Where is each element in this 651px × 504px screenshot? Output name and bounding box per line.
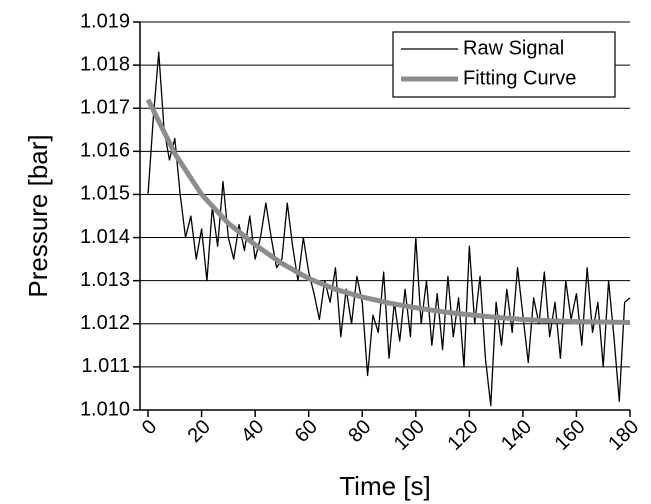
y-tick-label: 1.012: [80, 312, 130, 334]
x-tick-label: 40: [237, 416, 268, 447]
x-tick-label: 20: [184, 416, 215, 447]
y-tick-label: 1.017: [80, 97, 130, 119]
x-tick-label: 140: [497, 416, 536, 455]
y-tick-label: 1.018: [80, 53, 130, 75]
x-tick-label: 160: [551, 416, 590, 455]
x-tick-label: 80: [344, 416, 375, 447]
y-tick-label: 1.013: [80, 269, 130, 291]
y-tick-label: 1.010: [80, 398, 130, 420]
y-axis-title: Pressure [bar]: [23, 134, 53, 297]
x-tick-label: 60: [291, 416, 322, 447]
legend-label: Raw Signal: [463, 37, 564, 59]
y-tick-label: 1.015: [80, 183, 130, 205]
legend-box: [392, 31, 616, 98]
x-tick-label: 120: [443, 416, 482, 455]
series-line: [147, 51, 631, 407]
x-tick-label: 180: [604, 416, 643, 455]
y-tick-label: 1.016: [80, 140, 130, 162]
x-tick-label: 100: [390, 416, 429, 455]
y-tick-label: 1.019: [80, 10, 130, 32]
x-tick-label: 0: [138, 416, 161, 439]
y-tick-label: 1.014: [80, 226, 130, 248]
x-axis-title: Time [s]: [339, 471, 430, 501]
y-tick-label: 1.011: [81, 355, 130, 377]
series-line: [145, 98, 631, 325]
legend-label: Fitting Curve: [463, 67, 576, 89]
